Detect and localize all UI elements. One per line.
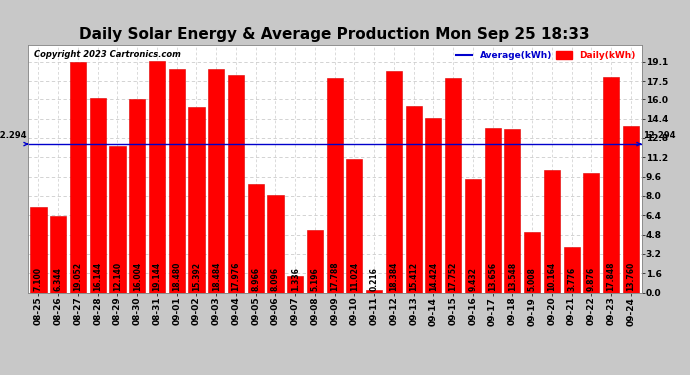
Text: 1.336: 1.336 [290, 267, 299, 291]
Bar [208, 69, 224, 292]
Bar [465, 178, 481, 292]
Text: 12.140: 12.140 [113, 262, 122, 291]
Bar [188, 106, 204, 292]
Bar [484, 128, 501, 292]
Title: Daily Solar Energy & Average Production Mon Sep 25 18:33: Daily Solar Energy & Average Production … [79, 27, 590, 42]
Text: 19.052: 19.052 [73, 262, 82, 291]
Text: 17.976: 17.976 [231, 261, 240, 291]
Text: 16.004: 16.004 [132, 262, 141, 291]
Text: 7.100: 7.100 [34, 267, 43, 291]
Text: 16.144: 16.144 [93, 262, 102, 291]
Bar [307, 230, 323, 292]
Bar [524, 232, 540, 292]
Bar [564, 247, 580, 292]
Text: 13.656: 13.656 [488, 262, 497, 291]
Bar [406, 106, 422, 292]
Bar [346, 159, 362, 292]
Text: 9.876: 9.876 [587, 267, 596, 291]
Text: 12.294: 12.294 [0, 132, 27, 141]
Bar [248, 184, 264, 292]
Bar [149, 62, 165, 292]
Text: 17.752: 17.752 [448, 261, 457, 291]
Text: 8.966: 8.966 [251, 267, 260, 291]
Bar [109, 146, 126, 292]
Text: 17.788: 17.788 [330, 261, 339, 291]
Bar [267, 195, 284, 292]
Bar [90, 98, 106, 292]
Text: 15.412: 15.412 [409, 262, 418, 291]
Bar [623, 126, 639, 292]
Text: 18.384: 18.384 [389, 261, 398, 291]
Text: 18.484: 18.484 [212, 261, 221, 291]
Bar [386, 70, 402, 292]
Text: 6.344: 6.344 [54, 267, 63, 291]
Text: Copyright 2023 Cartronics.com: Copyright 2023 Cartronics.com [34, 50, 181, 59]
Text: 14.424: 14.424 [429, 262, 438, 291]
Bar [50, 216, 66, 292]
Text: 10.164: 10.164 [547, 262, 556, 291]
Text: 17.848: 17.848 [607, 261, 615, 291]
Text: 9.432: 9.432 [469, 267, 477, 291]
Text: 11.024: 11.024 [350, 262, 359, 291]
Bar [603, 77, 619, 292]
Text: 19.144: 19.144 [152, 262, 161, 291]
Bar [445, 78, 461, 292]
Legend: Average(kWh), Daily(kWh): Average(kWh), Daily(kWh) [454, 50, 637, 62]
Bar [425, 118, 442, 292]
Text: 18.480: 18.480 [172, 261, 181, 291]
Bar [30, 207, 46, 292]
Bar [326, 78, 343, 292]
Text: 15.392: 15.392 [192, 262, 201, 291]
Bar [168, 69, 185, 292]
Text: 5.008: 5.008 [528, 267, 537, 291]
Bar [70, 63, 86, 292]
Text: 12.294: 12.294 [643, 132, 676, 141]
Bar [544, 170, 560, 292]
Bar [583, 173, 600, 292]
Bar [504, 129, 520, 292]
Text: 13.548: 13.548 [508, 262, 517, 291]
Bar [129, 99, 146, 292]
Text: 13.760: 13.760 [627, 261, 635, 291]
Bar [228, 75, 244, 292]
Bar [287, 276, 303, 292]
Text: 8.096: 8.096 [271, 267, 280, 291]
Text: 3.776: 3.776 [567, 267, 576, 291]
Text: 0.216: 0.216 [370, 267, 379, 291]
Bar [366, 290, 382, 292]
Text: 5.196: 5.196 [310, 267, 319, 291]
